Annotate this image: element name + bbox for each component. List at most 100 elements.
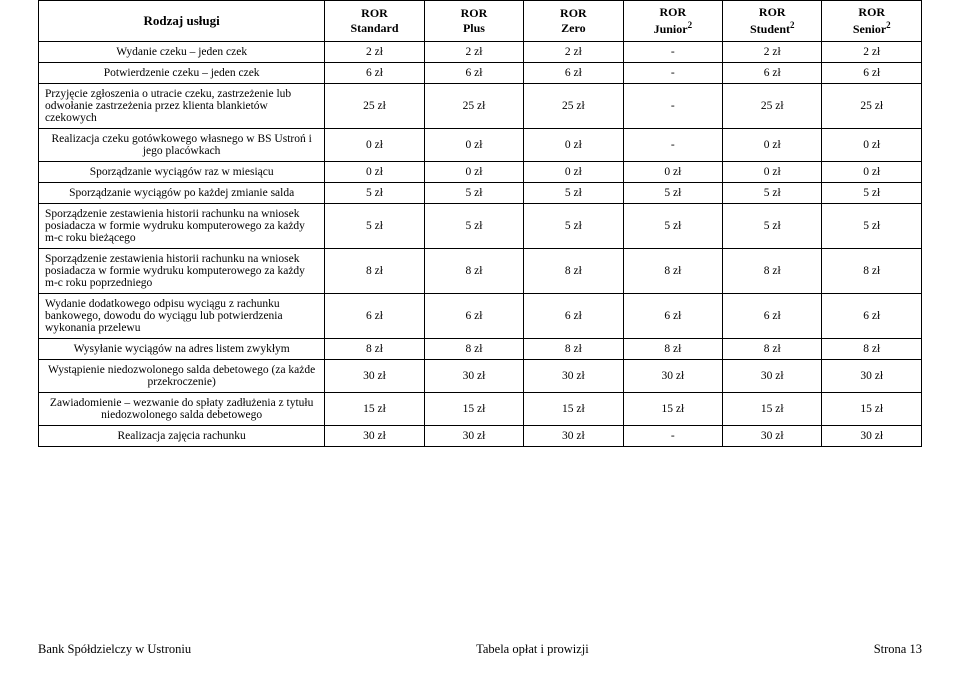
col-header-5-l1: ROR: [858, 5, 885, 19]
table-row: Potwierdzenie czeku – jeden czek6 zł6 zł…: [39, 63, 922, 84]
col-header-3-l1: ROR: [659, 5, 686, 19]
col-header-4-sup: 2: [790, 20, 795, 30]
table-row: Sporządzenie zestawienia historii rachun…: [39, 204, 922, 249]
row-value: 0 zł: [623, 162, 722, 183]
row-value: 5 zł: [325, 183, 424, 204]
row-value: 0 zł: [325, 162, 424, 183]
row-value: 8 zł: [424, 249, 523, 294]
row-label: Wydanie czeku – jeden czek: [39, 42, 325, 63]
table-row: Realizacja czeku gotówkowego własnego w …: [39, 129, 922, 162]
row-value: 2 zł: [325, 42, 424, 63]
col-header-5-l2: Senior: [853, 22, 886, 36]
row-label: Realizacja czeku gotówkowego własnego w …: [39, 129, 325, 162]
row-value: 6 zł: [723, 63, 822, 84]
table-row: Sporządzanie wyciągów raz w miesiącu0 zł…: [39, 162, 922, 183]
col-header-1-l2: Plus: [463, 21, 485, 35]
row-value: 5 zł: [424, 204, 523, 249]
row-value: 0 zł: [325, 129, 424, 162]
col-header-5-sup: 2: [886, 20, 891, 30]
row-value: 15 zł: [822, 393, 922, 426]
col-header-5: ROR Senior2: [822, 1, 922, 42]
row-value: 0 zł: [524, 129, 623, 162]
row-value: 5 zł: [524, 183, 623, 204]
row-value: 25 zł: [524, 84, 623, 129]
row-value: 30 zł: [723, 360, 822, 393]
row-value: 25 zł: [723, 84, 822, 129]
row-value: 2 zł: [424, 42, 523, 63]
table-row: Realizacja zajęcia rachunku30 zł30 zł30 …: [39, 426, 922, 447]
row-value: 6 zł: [524, 63, 623, 84]
col-header-2-l2: Zero: [561, 21, 585, 35]
row-value: 5 zł: [623, 183, 722, 204]
row-value: 6 zł: [424, 294, 523, 339]
row-value: -: [623, 63, 722, 84]
row-label: Sporządzenie zestawienia historii rachun…: [39, 249, 325, 294]
table-row: Wydanie czeku – jeden czek2 zł2 zł2 zł-2…: [39, 42, 922, 63]
row-value: 5 zł: [723, 183, 822, 204]
col-header-4-l2: Student: [750, 22, 790, 36]
row-value: 0 zł: [822, 162, 922, 183]
row-value: 8 zł: [822, 339, 922, 360]
table-row: Sporządzanie wyciągów po każdej zmianie …: [39, 183, 922, 204]
row-value: 6 zł: [822, 63, 922, 84]
row-value: -: [623, 42, 722, 63]
row-label: Wydanie dodatkowego odpisu wyciągu z rac…: [39, 294, 325, 339]
row-value: 5 zł: [723, 204, 822, 249]
row-value: 5 zł: [524, 204, 623, 249]
col-header-0: ROR Standard: [325, 1, 424, 42]
col-header-4: ROR Student2: [723, 1, 822, 42]
col-header-1: ROR Plus: [424, 1, 523, 42]
row-value: 30 zł: [822, 426, 922, 447]
page-footer: Bank Spółdzielczy w Ustroniu Tabela opła…: [38, 642, 922, 657]
row-value: 6 zł: [524, 294, 623, 339]
col-header-2: ROR Zero: [524, 1, 623, 42]
row-label: Sporządzenie zestawienia historii rachun…: [39, 204, 325, 249]
row-label: Potwierdzenie czeku – jeden czek: [39, 63, 325, 84]
row-value: 30 zł: [424, 426, 523, 447]
col-header-service: Rodzaj usługi: [39, 1, 325, 42]
row-value: 25 zł: [325, 84, 424, 129]
row-value: 30 zł: [325, 426, 424, 447]
row-value: 30 zł: [325, 360, 424, 393]
row-value: 30 zł: [623, 360, 722, 393]
row-label: Sporządzanie wyciągów raz w miesiącu: [39, 162, 325, 183]
row-value: 5 zł: [822, 183, 922, 204]
footer-right: Strona 13: [874, 642, 922, 657]
row-value: 8 zł: [723, 249, 822, 294]
row-value: 15 zł: [723, 393, 822, 426]
fee-table: Rodzaj usługi ROR Standard ROR Plus ROR …: [38, 0, 922, 447]
row-value: 15 zł: [524, 393, 623, 426]
table-row: Wydanie dodatkowego odpisu wyciągu z rac…: [39, 294, 922, 339]
row-value: 2 zł: [524, 42, 623, 63]
col-header-3-sup: 2: [688, 20, 693, 30]
row-value: 5 zł: [623, 204, 722, 249]
row-value: 0 zł: [723, 129, 822, 162]
col-header-0-l1: ROR: [361, 6, 388, 20]
row-value: 30 zł: [424, 360, 523, 393]
table-header-row: Rodzaj usługi ROR Standard ROR Plus ROR …: [39, 1, 922, 42]
table-row: Sporządzenie zestawienia historii rachun…: [39, 249, 922, 294]
row-value: -: [623, 129, 722, 162]
footer-left: Bank Spółdzielczy w Ustroniu: [38, 642, 191, 657]
row-value: 6 zł: [822, 294, 922, 339]
row-value: 8 zł: [325, 339, 424, 360]
row-value: 8 zł: [822, 249, 922, 294]
table-row: Przyjęcie zgłoszenia o utracie czeku, za…: [39, 84, 922, 129]
row-value: 8 zł: [424, 339, 523, 360]
row-value: 15 zł: [623, 393, 722, 426]
row-value: -: [623, 426, 722, 447]
row-value: 0 zł: [723, 162, 822, 183]
row-value: 6 zł: [723, 294, 822, 339]
row-value: 30 zł: [524, 426, 623, 447]
row-value: 0 zł: [424, 129, 523, 162]
row-value: 25 zł: [424, 84, 523, 129]
col-header-2-l1: ROR: [560, 6, 587, 20]
row-value: 8 zł: [623, 249, 722, 294]
row-label: Sporządzanie wyciągów po każdej zmianie …: [39, 183, 325, 204]
row-value: 8 zł: [325, 249, 424, 294]
row-value: 5 zł: [822, 204, 922, 249]
col-header-1-l1: ROR: [461, 6, 488, 20]
row-value: 2 zł: [723, 42, 822, 63]
row-value: 0 zł: [524, 162, 623, 183]
row-value: 6 zł: [623, 294, 722, 339]
